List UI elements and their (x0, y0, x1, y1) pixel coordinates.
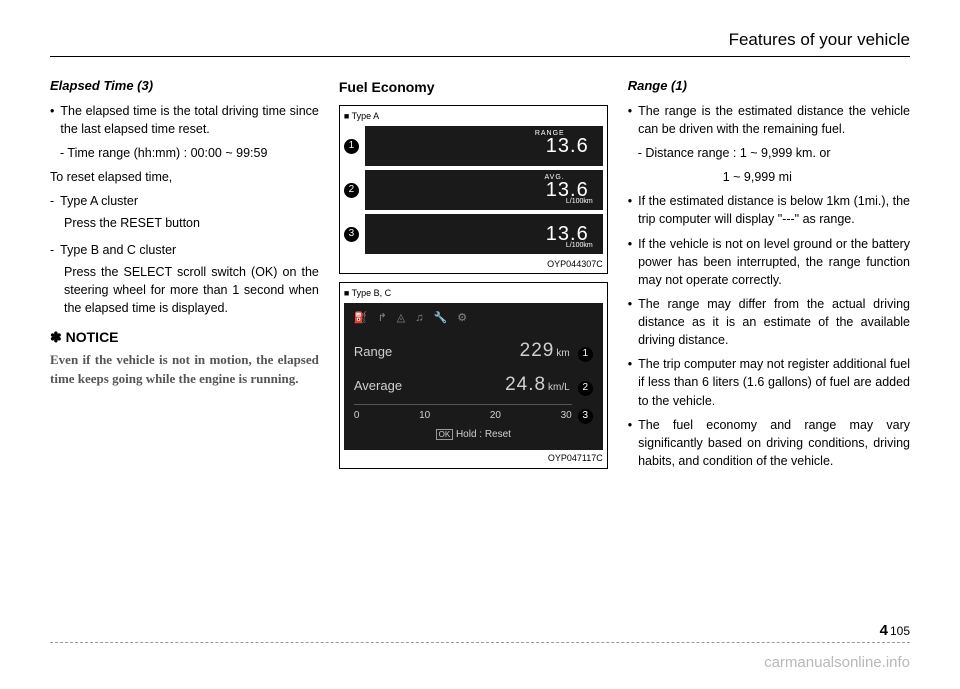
page-header: Features of your vehicle (50, 30, 910, 57)
fig-code-1: OYP044307C (344, 258, 603, 271)
content-columns: Elapsed Time (3) • The elapsed time is t… (50, 77, 910, 477)
b1-sub2: 1 ~ 9,999 mi (628, 168, 910, 186)
b4-text: The range may differ from the actual dri… (638, 295, 910, 349)
lcd2-unit: L/100km (566, 197, 593, 207)
b1-text: The range is the estimated distance the … (638, 102, 910, 138)
gauge-scale: 0 10 20 30 (354, 404, 572, 424)
time-range: - Time range (hh:mm) : 00:00 ~ 99:59 (50, 144, 319, 162)
type-bc-fig-label: ■ Type B, C (344, 287, 603, 300)
column-3: Range (1) • The range is the estimated d… (628, 77, 910, 477)
notice-label: NOTICE (66, 329, 119, 345)
column-1: Elapsed Time (3) • The elapsed time is t… (50, 77, 319, 477)
bullet-icon: • (628, 416, 632, 470)
notice-mark-icon: ✽ (50, 329, 66, 345)
marker-3-icon: 3 (344, 227, 359, 242)
avg-value: 24.8 (505, 371, 546, 399)
display-avg-line: Average 24.8 km/L 2 (354, 371, 593, 399)
figure-type-a: ■ Type A 1 RANGE 13.6 2 AVG. 13.6 L/100k… (339, 105, 608, 274)
bullet-icon: • (628, 355, 632, 409)
bullet-icon: • (628, 102, 632, 138)
lcd3-unit: L/100km (566, 241, 593, 251)
range-b2: • If the estimated distance is below 1km… (628, 192, 910, 228)
lcd-panel-2: AVG. 13.6 L/100km (365, 170, 603, 210)
road-icon: ◬ (397, 311, 405, 327)
ok-button-icon: OK (436, 429, 454, 440)
b1-sub1: - Distance range : 1 ~ 9,999 km. or (628, 144, 910, 162)
type-bc-label: Type B and C cluster (60, 241, 176, 259)
marker-1-icon: 1 (344, 139, 359, 154)
notice-text: Even if the vehicle is not in motion, th… (50, 351, 319, 389)
gear-icon: ⚙ (457, 311, 467, 327)
bullet-icon: • (628, 295, 632, 349)
column-2: Fuel Economy ■ Type A 1 RANGE 13.6 2 AVG… (339, 77, 608, 477)
bullet-icon: • (628, 235, 632, 289)
type-a-item: - Type A cluster (50, 192, 319, 210)
range-b3: • If the vehicle is not on level ground … (628, 235, 910, 289)
bullet-icon: • (50, 102, 54, 138)
lcd-row-3: 3 13.6 L/100km (344, 214, 603, 254)
page-number: 4105 (880, 622, 910, 639)
avg-unit: km/L (548, 381, 570, 396)
hold-reset-label: Hold : Reset (456, 429, 511, 440)
range-b4: • The range may differ from the actual d… (628, 295, 910, 349)
turn-arrow-icon: ↱ (378, 311, 387, 327)
gauge-30: 30 (561, 409, 572, 424)
chapter-number: 4 (880, 622, 888, 639)
footer-dashed-line (50, 642, 910, 643)
watermark: carmanualsonline.info (764, 654, 910, 671)
b3-text: If the vehicle is not on level ground or… (638, 235, 910, 289)
type-a-fig-label: ■ Type A (344, 110, 603, 123)
range-b6: • The fuel economy and range may vary si… (628, 416, 910, 470)
b2-text: If the estimated distance is below 1km (… (638, 192, 910, 228)
elapsed-bullet: • The elapsed time is the total driving … (50, 102, 319, 138)
elapsed-time-title: Elapsed Time (3) (50, 77, 319, 96)
range-title: Range (1) (628, 77, 910, 96)
lcd-row-2: 2 AVG. 13.6 L/100km (344, 170, 603, 210)
lcd-panel-1: RANGE 13.6 (365, 126, 603, 166)
lcd1-top: RANGE (535, 129, 565, 139)
elapsed-bullet-text: The elapsed time is the total driving ti… (60, 102, 318, 138)
range-value: 229 (520, 337, 555, 365)
gauge-10: 10 (419, 409, 430, 424)
fig-code-2: OYP047117C (344, 452, 603, 465)
notice-heading: ✽ NOTICE (50, 327, 319, 347)
reset-intro: To reset elapsed time, (50, 168, 319, 186)
type-a-label: Type A cluster (60, 192, 138, 210)
lcd2-top: AVG. (545, 173, 565, 183)
display-panel: ⛽ ↱ ◬ ♫ 🔧 ⚙ Range 229 km 1 Average (344, 303, 603, 450)
page-no: 105 (890, 624, 910, 638)
range-b1: • The range is the estimated distance th… (628, 102, 910, 138)
display-range-line: Range 229 km 1 (354, 337, 593, 365)
type-a-action: Press the RESET button (50, 214, 319, 232)
dash-icon: - (50, 192, 54, 210)
fuel-pump-icon: ⛽ (354, 311, 368, 327)
marker-3b-icon: 3 (578, 409, 593, 424)
wrench-icon: 🔧 (434, 311, 448, 327)
range-label: Range (354, 343, 392, 362)
b6-text: The fuel economy and range may vary sign… (638, 416, 910, 470)
fuel-economy-title: Fuel Economy (339, 77, 608, 97)
figure-type-bc: ■ Type B, C ⛽ ↱ ◬ ♫ 🔧 ⚙ Range 229 km 1 (339, 282, 608, 468)
dash-icon: - (50, 241, 54, 259)
header-title: Features of your vehicle (729, 30, 910, 49)
gauge-0: 0 (354, 409, 360, 424)
music-icon: ♫ (415, 311, 423, 327)
marker-2-icon: 2 (344, 183, 359, 198)
lcd-row-1: 1 RANGE 13.6 (344, 126, 603, 166)
range-unit: km (556, 347, 569, 362)
bullet-icon: • (628, 192, 632, 228)
display-icon-row: ⛽ ↱ ◬ ♫ 🔧 ⚙ (354, 311, 593, 327)
gauge-20: 20 (490, 409, 501, 424)
lcd-panel-3: 13.6 L/100km (365, 214, 603, 254)
marker-2b-icon: 2 (578, 381, 593, 396)
hold-reset: OK OK Hold : Reset Hold : Reset (354, 428, 593, 443)
range-b5: • The trip computer may not register add… (628, 355, 910, 409)
type-bc-action: Press the SELECT scroll switch (OK) on t… (50, 263, 319, 317)
marker-1b-icon: 1 (578, 347, 593, 362)
b5-text: The trip computer may not register addit… (638, 355, 910, 409)
avg-label: Average (354, 377, 402, 396)
type-bc-item: - Type B and C cluster (50, 241, 319, 259)
